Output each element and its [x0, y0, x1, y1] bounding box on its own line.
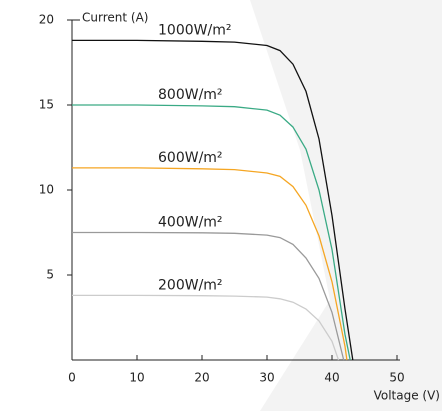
background-shape [250, 0, 442, 411]
series-label: 200W/m² [158, 277, 223, 293]
series-label: 400W/m² [158, 215, 223, 231]
x-tick-label: 20 [194, 371, 209, 385]
series-label: 800W/m² [158, 87, 223, 103]
y-tick-label: 20 [39, 13, 54, 27]
y-tick-label: 10 [39, 183, 54, 197]
series-line [72, 167, 348, 361]
series-line [72, 104, 351, 361]
y-tick-label: 15 [39, 98, 54, 112]
x-tick-label: 0 [68, 371, 76, 385]
series-line [72, 39, 354, 361]
y-axis-title: Current (A) [82, 11, 148, 25]
series-line [72, 231, 345, 361]
x-tick-label: 10 [129, 371, 144, 385]
y-tick-label: 5 [46, 268, 54, 282]
series-line [72, 294, 340, 361]
series-label: 600W/m² [158, 150, 223, 166]
series-label: 1000W/m² [158, 22, 231, 38]
x-tick-label: 40 [324, 371, 339, 385]
x-tick-label: 30 [259, 371, 274, 385]
x-tick-label: 50 [389, 371, 404, 385]
x-axis-title: Voltage (V) [374, 389, 440, 403]
